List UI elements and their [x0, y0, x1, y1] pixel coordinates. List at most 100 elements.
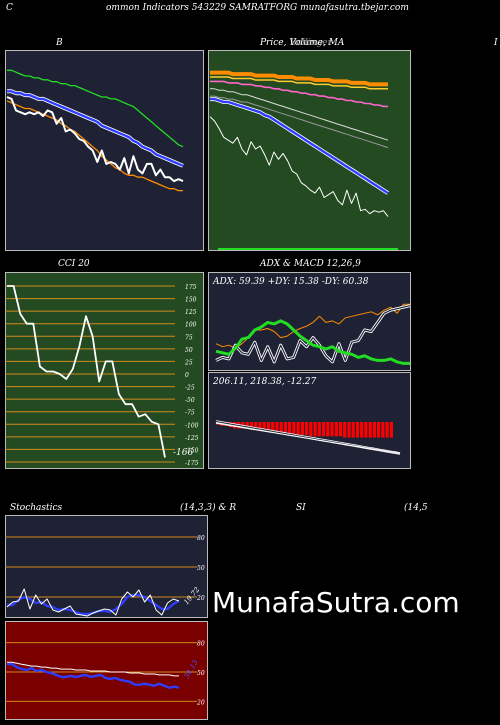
cci-tick-label: 25	[184, 359, 193, 366]
bollinger-chart	[5, 50, 204, 251]
macd-histogram-bar	[300, 422, 304, 435]
macd-histogram-bar	[330, 422, 334, 437]
macd-histogram-bar	[313, 422, 317, 437]
macd-chart: 206.11, 218.38, -12.27	[208, 372, 411, 469]
macd-histogram-bar	[360, 422, 364, 438]
macd-histogram-bar	[279, 422, 283, 433]
macd-histogram-bar	[262, 422, 266, 432]
macd-histogram-bar	[338, 422, 343, 437]
cci-last-value: -166	[173, 448, 193, 458]
rsi-tick-label: 20	[196, 699, 205, 706]
macd-histogram-bar	[322, 422, 326, 437]
cci-label: CCI 20	[58, 259, 90, 269]
macd-histogram-bar	[305, 422, 309, 435]
macd-histogram-bar	[364, 422, 368, 438]
cci-tick-label: 175	[185, 284, 197, 291]
bollinger-upper-band	[7, 69, 184, 148]
ma-white-line	[210, 88, 389, 141]
macd-histogram-bar	[317, 422, 321, 437]
macd-histogram-bar	[385, 422, 389, 438]
macd-histogram-bar	[283, 422, 287, 434]
stochastics-params: (14,3,3) & R	[180, 503, 237, 513]
header-title: ommon Indicators 543229 SAMRATFORG munaf…	[106, 3, 409, 13]
bollinger-price-line	[6, 96, 184, 183]
stochastics-tick-label: 80	[197, 535, 205, 542]
macd-readout: 206.11, 218.38, -12.27	[212, 377, 317, 387]
bollinger-label: B	[56, 38, 63, 48]
macd-histogram-bar	[389, 422, 393, 438]
cci-tick-label: -175	[185, 460, 199, 467]
cci-tick-label: -75	[185, 410, 195, 417]
cci-tick-label: 150	[185, 297, 197, 304]
cci-tick-label: 75	[185, 334, 193, 341]
bollinger-lower-band	[6, 100, 183, 192]
rsi-params: (14,5	[404, 503, 428, 513]
stochastics-k-line	[6, 588, 180, 617]
macd-histogram-bar	[334, 422, 338, 437]
cci-tick-label: 100	[185, 322, 197, 329]
cci-tick-label: -150	[185, 447, 199, 454]
cci-tick-label: 50	[185, 347, 193, 354]
cci-chart: 175 150 125 100 75 50 25 0 -25 -50 -75 -100 -125 -150…	[5, 272, 204, 469]
ma-orange-line	[210, 70, 388, 87]
cci-tick-label: 0	[185, 372, 189, 379]
adx-bg	[208, 272, 411, 371]
macd-histogram-bar	[258, 422, 262, 432]
adx-chart: ADX: 59.39 +DY: 15.38 -DY: 60.38	[208, 272, 411, 371]
adx-line	[215, 319, 410, 365]
price-ma-chart	[208, 50, 411, 251]
rsi-tick-label: 50	[197, 670, 205, 677]
macd-histogram-bar	[326, 422, 330, 437]
macd-histogram-bar	[309, 422, 313, 437]
macd-bg	[208, 372, 411, 469]
bollinger-bg	[5, 50, 204, 251]
macd-histogram-bar	[368, 422, 372, 438]
ma-pink-line	[210, 80, 388, 108]
rsi-tick-label: 80	[197, 641, 205, 648]
price-line	[209, 116, 389, 217]
macd-histogram-bar	[249, 422, 254, 430]
ma-blue-line	[210, 97, 389, 195]
macd-histogram-bar	[372, 422, 376, 438]
cci-tick-label: -100	[185, 422, 199, 429]
macd-histogram-bar	[271, 422, 275, 433]
stochastics-label: Stochastics	[10, 503, 63, 513]
cci-tick-label: 125	[185, 309, 197, 316]
cci-tick-label: -25	[185, 385, 195, 392]
macd-histogram-bar	[254, 422, 258, 430]
rsi-line	[7, 663, 180, 689]
rsi-smooth-line	[7, 661, 179, 677]
bollinger-middle-band	[7, 90, 184, 167]
macd-histogram-bar	[296, 422, 300, 435]
adx-readout: ADX: 59.39 +DY: 15.38 -DY: 60.38	[212, 277, 369, 287]
rsi-label: SI	[296, 503, 306, 513]
adx-macd-label: ADX & MACD 12,26,9	[260, 259, 361, 269]
edge-letter: I	[494, 38, 498, 48]
macd-signal-line	[215, 422, 401, 454]
bollinger-overlap-label: Bollinger	[290, 38, 332, 48]
cci-tick-label: -125	[185, 435, 199, 442]
watermark: MunafaSutra.com	[212, 586, 460, 619]
macd-histogram-bar	[347, 422, 351, 438]
macd-histogram-bar	[245, 422, 249, 429]
macd-histogram-bar	[275, 422, 279, 433]
macd-histogram-bar	[351, 422, 355, 438]
stochastics-tick-label: 20	[196, 595, 205, 602]
ma-gray-line	[210, 95, 389, 149]
macd-histogram-bar	[355, 422, 360, 438]
macd-histogram-bar	[292, 422, 296, 434]
macd-histogram-bar	[377, 422, 381, 438]
macd-histogram-bar	[288, 422, 292, 434]
plus-di-line	[215, 305, 411, 363]
cci-line	[7, 285, 166, 458]
cci-bg	[5, 272, 204, 469]
stochastics-tick-label: 50	[197, 565, 205, 572]
macd-histogram-bar	[343, 422, 347, 438]
price-volume-label: Price, Volume, MA	[260, 38, 345, 48]
header-left-letter: C	[6, 3, 13, 13]
cci-tick-label: -50	[185, 397, 195, 404]
ma-orange-inner-line	[210, 76, 388, 90]
macd-histogram-bar	[266, 422, 271, 432]
